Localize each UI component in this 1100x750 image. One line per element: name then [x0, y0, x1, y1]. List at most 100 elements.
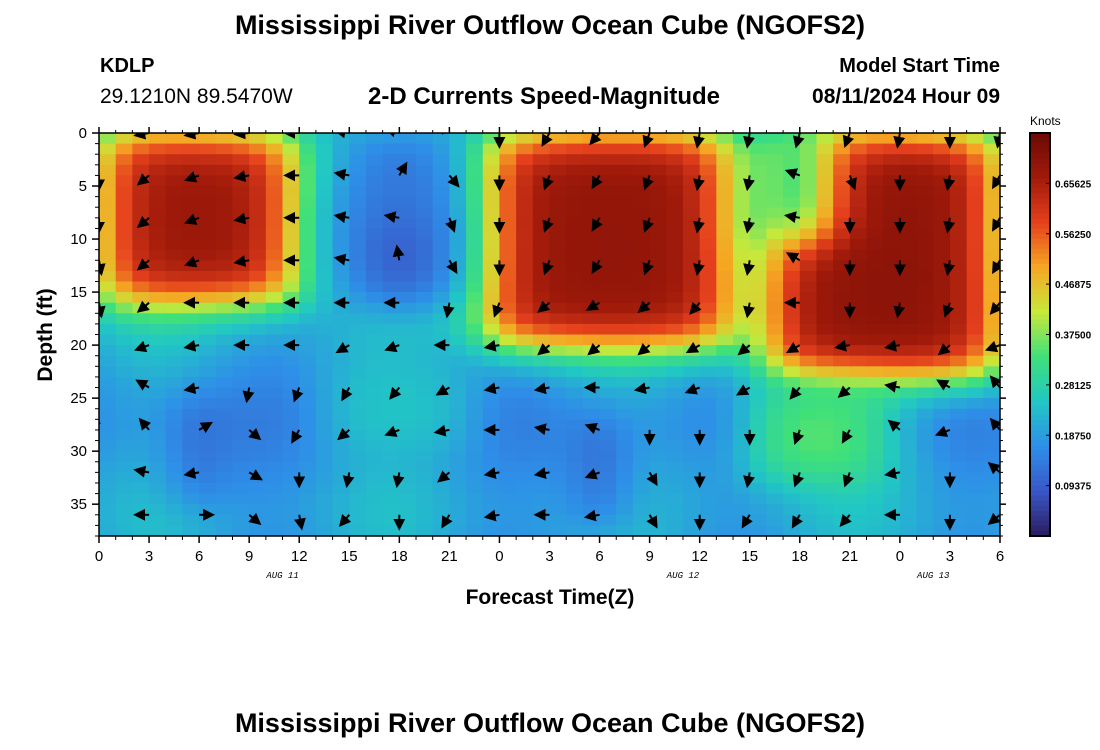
heatmap-cell — [382, 292, 400, 304]
heatmap-cell — [649, 504, 667, 516]
heatmap-cell — [849, 228, 868, 240]
heatmap-cell — [349, 355, 367, 367]
heatmap-cell — [132, 239, 150, 251]
heatmap-cell — [165, 334, 184, 346]
heatmap-cell — [532, 281, 551, 293]
heatmap-cell — [365, 133, 384, 145]
heatmap-cell — [933, 281, 951, 293]
heatmap-cell — [466, 440, 484, 452]
heatmap-cell — [165, 143, 184, 155]
x-tick-label: 18 — [791, 548, 808, 565]
heatmap-cell — [749, 387, 768, 399]
heatmap-cell — [265, 228, 284, 240]
heatmap-cell — [232, 164, 250, 177]
heatmap-cell — [866, 472, 884, 484]
heatmap-cell — [282, 196, 300, 208]
current-arrow — [591, 259, 603, 275]
heatmap-cell — [833, 175, 851, 187]
heatmap-cell — [232, 302, 250, 314]
heatmap-cell — [349, 376, 367, 389]
heatmap-cell — [566, 196, 584, 208]
heatmap-cell — [966, 355, 984, 367]
heatmap-cell — [299, 482, 317, 495]
heatmap-cell — [249, 175, 267, 187]
station-id: KDLP — [100, 55, 155, 77]
x-tick-label: 15 — [341, 548, 358, 565]
heatmap-cell — [716, 133, 734, 145]
heatmap-cell — [716, 228, 734, 240]
heatmap-cell — [332, 440, 350, 452]
heatmap-cell — [733, 207, 751, 219]
heatmap-cell — [783, 440, 801, 452]
heatmap-cell — [749, 154, 768, 166]
heatmap-cell — [416, 175, 434, 187]
heatmap-cell — [482, 260, 501, 272]
heatmap-cell — [382, 175, 400, 187]
heatmap-cell — [232, 398, 250, 410]
heatmap-cell — [582, 440, 601, 452]
heatmap-cell — [149, 514, 167, 526]
heatmap-cell — [416, 186, 434, 198]
heatmap-cell — [249, 398, 267, 410]
heatmap-cell — [315, 196, 334, 208]
heatmap-cell — [132, 313, 150, 325]
heatmap-cell — [899, 440, 918, 452]
heatmap-cell — [966, 482, 984, 495]
heatmap-cell — [849, 239, 868, 251]
current-arrow — [587, 343, 601, 356]
heatmap-cell — [99, 429, 117, 442]
heatmap-cell — [599, 472, 617, 484]
heatmap-cell — [566, 164, 584, 177]
colorbar-segment — [1030, 405, 1050, 411]
heatmap-cell — [399, 281, 417, 293]
heatmap-cell — [566, 514, 584, 526]
heatmap-cell — [115, 133, 133, 145]
current-arrow — [133, 465, 150, 478]
heatmap-cell — [616, 451, 634, 463]
current-arrow — [392, 472, 405, 489]
heatmap-cell — [132, 525, 150, 536]
heatmap-cell — [833, 302, 851, 314]
heatmap-cell — [449, 207, 467, 219]
heatmap-cell — [165, 302, 184, 314]
heatmap-cell — [99, 249, 117, 261]
heatmap-cell — [682, 440, 701, 452]
heatmap-cell — [449, 143, 467, 155]
heatmap-cell — [866, 334, 884, 346]
heatmap-cell — [632, 143, 651, 155]
heatmap-cell — [699, 429, 717, 442]
heatmap-cell — [549, 504, 567, 516]
heatmap-cell — [983, 366, 1000, 378]
heatmap-cell — [215, 270, 234, 283]
heatmap-cell — [933, 482, 951, 495]
heatmap-cell — [265, 345, 284, 357]
heatmap-cell — [649, 525, 667, 536]
heatmap-cell — [682, 175, 701, 187]
heatmap-cell — [599, 281, 617, 293]
heatmap-cell — [499, 472, 517, 484]
heatmap-cell — [566, 482, 584, 495]
heatmap-cell — [315, 270, 334, 283]
heatmap-cell — [182, 323, 200, 336]
heatmap-cell — [265, 398, 284, 410]
heatmap-cell — [382, 355, 400, 367]
heatmap-cell — [299, 345, 317, 357]
heatmap-cell — [566, 345, 584, 357]
heatmap-cell — [566, 239, 584, 251]
station-coordinates: 29.1210N 89.5470W — [100, 85, 293, 108]
heatmap-cell — [466, 228, 484, 240]
heatmap-cell — [682, 504, 701, 516]
heatmap-cell — [649, 482, 667, 495]
heatmap-cell — [783, 355, 801, 367]
heatmap-cell — [466, 313, 484, 325]
current-arrow — [987, 512, 1000, 526]
heatmap-cell — [949, 196, 968, 208]
heatmap-cell — [299, 313, 317, 325]
heatmap-cell — [933, 196, 951, 208]
colorbar-segment — [1030, 465, 1050, 472]
current-arrow — [433, 424, 450, 437]
heatmap-cell — [449, 302, 467, 314]
heatmap-cell — [949, 164, 968, 177]
heatmap-cell — [265, 175, 284, 187]
heatmap-cell — [983, 196, 1000, 208]
